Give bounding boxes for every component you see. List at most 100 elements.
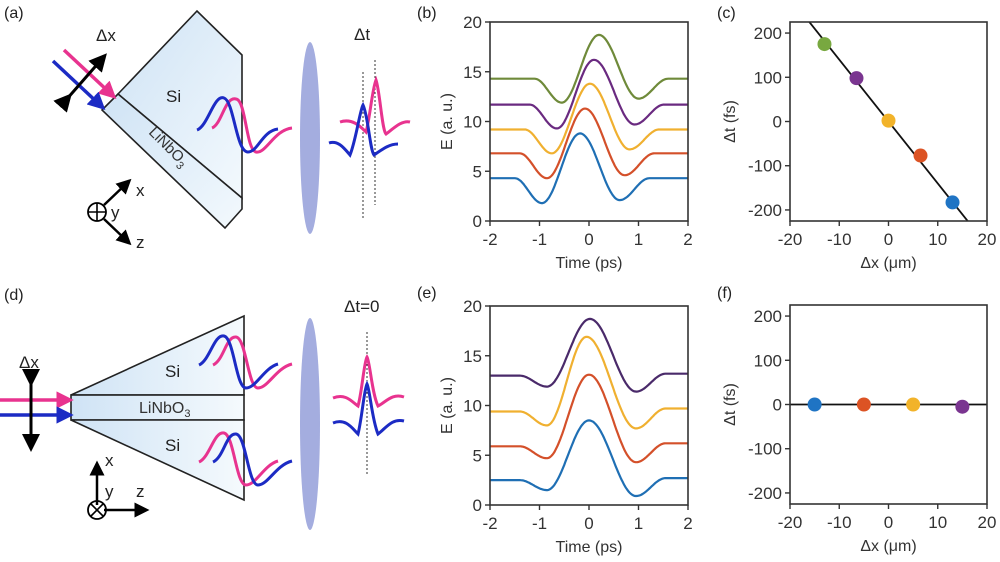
y-tick-label: -100 (748, 157, 782, 176)
plot-area (808, 22, 969, 221)
axis-x-label: x (136, 181, 145, 200)
z-axis-arrow (103, 218, 132, 246)
pink-beam-arrow (62, 48, 117, 99)
x-tick-label: 2 (683, 514, 692, 533)
series-line-red (490, 107, 688, 180)
lens (300, 318, 320, 530)
x-tick-label: -10 (827, 230, 852, 249)
si-bottom-label: Si (165, 436, 180, 455)
blue-pulse-top (198, 334, 279, 390)
x-axis-label: Time (ps) (556, 539, 623, 556)
plot-frame (489, 305, 689, 506)
x-tick-label: -10 (827, 513, 852, 532)
y-tick-label: 0 (473, 496, 482, 515)
data-point-2 (856, 397, 871, 412)
y-tick-label: 100 (754, 68, 782, 87)
x-tick-label: -20 (778, 230, 803, 249)
plot-area (490, 33, 688, 205)
y-tick-label: 15 (463, 63, 482, 82)
dt-label: Δt (354, 25, 370, 44)
data-point-3 (906, 397, 921, 412)
blue-pulse-bottom (212, 432, 293, 487)
si-top-prism (70, 314, 245, 396)
y-tick-label: 0 (773, 113, 782, 132)
y-tick-label: 200 (754, 307, 782, 326)
plot-frame (489, 21, 689, 222)
x-axis-label: Δx (μm) (860, 538, 916, 555)
y-tick-label: -100 (748, 440, 782, 459)
series-line-red (490, 373, 688, 464)
plot-area (790, 397, 987, 414)
y-tick-label: 20 (463, 13, 482, 32)
axis-y-label: y (111, 203, 120, 222)
si-label: Si (166, 87, 181, 106)
panel-c-label: (c) (717, 5, 736, 22)
blue-beam-arrow (51, 59, 106, 110)
lens (300, 42, 320, 234)
x-tick-label: -2 (482, 514, 497, 533)
dx-label: Δx (19, 353, 39, 372)
series-line-blue (490, 132, 688, 205)
data-point-1 (807, 397, 822, 412)
x-tick-label: -1 (532, 230, 547, 249)
panel-a-label: (a) (4, 5, 24, 22)
dx-label: Δx (96, 26, 116, 45)
si-bottom-prism (70, 419, 245, 502)
series-line-yellow (490, 335, 688, 430)
pink-focused-pulse (339, 75, 411, 136)
dx-double-arrow (53, 53, 107, 113)
y-axis-label: E (a. u.) (439, 377, 456, 434)
y-axis-label: E (a. u.) (439, 93, 456, 150)
axes-triad: x y z (87, 178, 145, 252)
data-point-4 (955, 399, 970, 414)
blue-pulse-out (196, 96, 279, 154)
y-tick-label: 5 (473, 446, 482, 465)
y-tick-label: 200 (754, 24, 782, 43)
linbo3-label: LiNbO3 (139, 400, 190, 420)
axis-z-label: z (136, 233, 145, 252)
y-tick-label: 100 (754, 351, 782, 370)
x-axis-label: Δx (μm) (860, 255, 916, 272)
y-tick-label: 20 (463, 297, 482, 316)
x-tick-label: 0 (884, 513, 893, 532)
x-tick-label: 20 (978, 230, 997, 249)
pink-pulse-bottom (198, 431, 279, 487)
x-axis-label: Time (ps) (556, 255, 623, 272)
y-axis-label: Δt (fs) (722, 383, 739, 426)
axis-y-label: y (105, 482, 114, 501)
pink-focused-pulse (332, 354, 405, 409)
panel-d-diagram: (d) Si Si LiNbO3 Δx x y z Δt=0 (0, 287, 405, 530)
y-tick-label: 15 (463, 347, 482, 366)
panel-f-label: (f) (717, 285, 732, 302)
blue-focused-pulse (328, 101, 399, 158)
y-tick-label: -200 (748, 201, 782, 220)
pink-pulse-out (211, 97, 293, 154)
series-line-purple (490, 58, 688, 130)
si-top-label: Si (165, 362, 180, 381)
series-line-yellow (490, 82, 688, 155)
x-tick-label: 1 (634, 230, 643, 249)
axis-z-label: z (136, 482, 145, 501)
plot-area (490, 317, 688, 498)
axis-x-label: x (105, 451, 114, 470)
y-tick-label: 10 (463, 397, 482, 416)
x-tick-label: 2 (683, 230, 692, 249)
panel-e-label: (e) (417, 285, 437, 302)
panel-d-label: (d) (4, 287, 24, 304)
x-tick-label: 0 (884, 230, 893, 249)
x-tick-label: 0 (584, 230, 593, 249)
x-tick-label: 10 (928, 230, 947, 249)
series-line-blue (490, 419, 688, 498)
x-tick-label: -20 (778, 513, 803, 532)
x-tick-label: -2 (482, 230, 497, 249)
y-axis-label: Δt (fs) (722, 100, 739, 143)
y-tick-label: 5 (473, 162, 482, 181)
x-tick-label: 0 (584, 514, 593, 533)
y-tick-label: 10 (463, 113, 482, 132)
